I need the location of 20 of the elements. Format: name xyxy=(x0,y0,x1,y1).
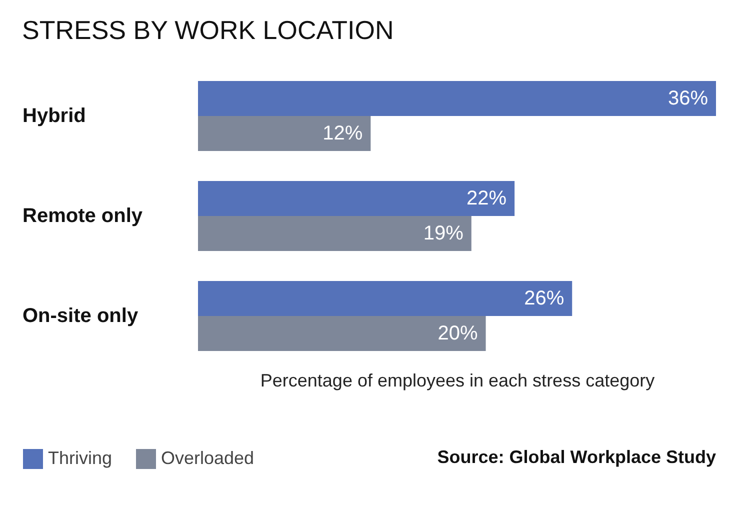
data-label: 36% xyxy=(668,88,708,110)
x-axis-title: Percentage of employees in each stress category xyxy=(260,370,655,390)
legend-label: Thriving xyxy=(48,448,112,468)
bar xyxy=(198,116,371,151)
legend-label: Overloaded xyxy=(161,448,254,468)
y-tick-label: On-site only xyxy=(22,305,139,327)
data-label: 19% xyxy=(423,222,464,244)
bar xyxy=(198,281,572,316)
source-note: Source: Global Workplace Study xyxy=(437,447,716,467)
chart-title: STRESS BY WORK LOCATION xyxy=(22,15,394,45)
data-label: 20% xyxy=(438,322,478,344)
y-tick-label: Hybrid xyxy=(22,105,86,127)
bar xyxy=(198,81,716,116)
bar xyxy=(198,316,486,351)
data-label: 12% xyxy=(322,122,363,144)
bar xyxy=(198,181,515,216)
data-label: 22% xyxy=(466,188,507,210)
y-tick-label: Remote only xyxy=(22,205,144,227)
bar xyxy=(198,216,472,251)
data-label: 26% xyxy=(524,288,564,310)
